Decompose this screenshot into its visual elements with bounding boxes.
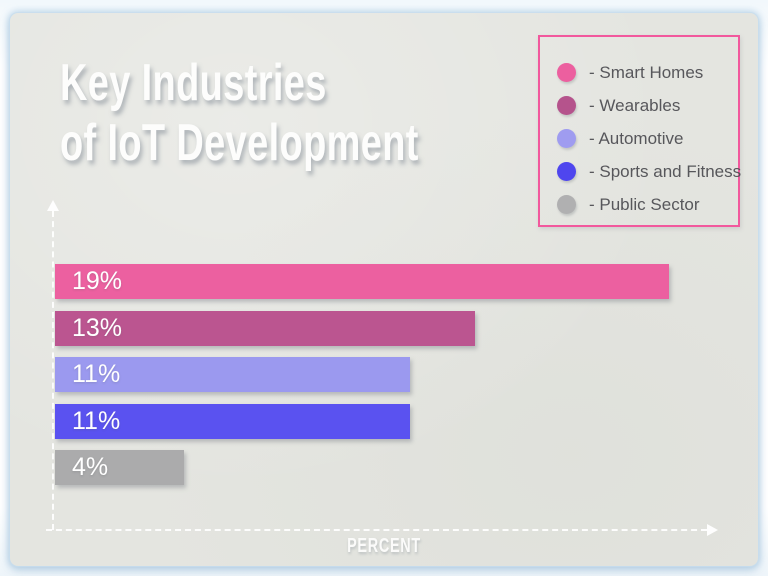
legend-item: - Smart Homes bbox=[557, 56, 728, 89]
bar-value-label: 4% bbox=[72, 453, 109, 481]
x-axis-line bbox=[46, 529, 707, 531]
legend-swatch-circle-icon bbox=[557, 162, 576, 181]
legend-item: - Automotive bbox=[557, 122, 728, 155]
chart-title-line1: Key Industries bbox=[60, 54, 327, 112]
bar-value-label: 19% bbox=[72, 267, 123, 295]
legend-swatch-circle-icon bbox=[557, 96, 576, 115]
bar-smart-homes: 19% bbox=[55, 264, 669, 299]
x-axis-label: PERCENT bbox=[347, 535, 421, 557]
bar-value-label: 13% bbox=[72, 313, 123, 342]
legend-swatch-circle-icon bbox=[557, 129, 576, 148]
legend-swatch-circle-icon bbox=[557, 63, 576, 82]
legend-swatch-circle-icon bbox=[557, 195, 576, 214]
bar-series: 19% 13% 11% 11% 4% bbox=[55, 264, 669, 497]
y-axis-arrow-icon bbox=[47, 200, 59, 211]
legend: - Smart Homes - Wearables - Automotive - Sp… bbox=[538, 35, 741, 227]
x-axis-arrow-icon bbox=[707, 524, 718, 536]
legend-label: - Public Sector bbox=[589, 194, 700, 214]
legend-item: - Sports and Fitness bbox=[557, 155, 741, 188]
bar-sports-and-fitness: 11% bbox=[55, 403, 410, 439]
legend-label: - Wearables bbox=[589, 95, 681, 115]
bar-value-label: 11% bbox=[72, 406, 121, 435]
bar-wearables: 13% bbox=[55, 310, 475, 346]
paper-background: Key Industries of IoT Development - Smar… bbox=[10, 13, 758, 566]
legend-item: - Public Sector bbox=[557, 188, 728, 221]
legend-item: - Wearables bbox=[557, 89, 728, 122]
legend-label: - Sports and Fitness bbox=[589, 161, 742, 181]
legend-label: - Automotive bbox=[589, 128, 684, 148]
bar-public-sector: 4% bbox=[55, 450, 184, 485]
chart-title: Key Industries of IoT Development bbox=[60, 53, 419, 173]
chart-title-line2: of IoT Development bbox=[60, 114, 419, 172]
bar-value-label: 11% bbox=[72, 360, 121, 388]
y-axis-line bbox=[52, 211, 54, 530]
legend-label: - Smart Homes bbox=[589, 62, 704, 82]
bar-automotive: 11% bbox=[55, 357, 410, 392]
